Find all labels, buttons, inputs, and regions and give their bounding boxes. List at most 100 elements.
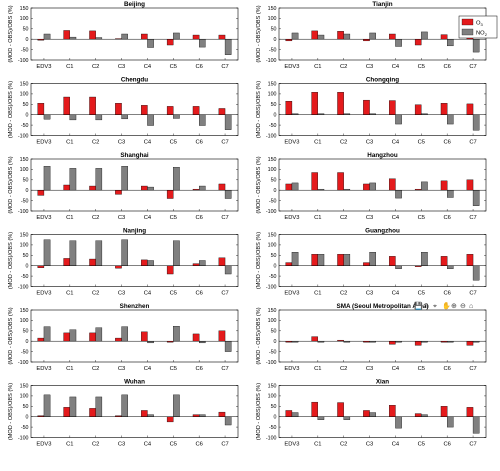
bar-o3-c1 <box>63 30 70 40</box>
bar-no2-c2 <box>95 327 103 342</box>
bar-o3-c6 <box>192 34 200 40</box>
x-tick-label: C2 <box>340 140 347 146</box>
bar-o3-edv3 <box>37 103 45 115</box>
x-tick-label: C1 <box>66 366 73 372</box>
figure-toolbar: 💾 ✎ ⌖ ✋ ⊕ ⊖ ⌂ <box>414 301 473 310</box>
bar-o3-c1 <box>63 332 70 342</box>
y-tick-label: 100 <box>20 394 29 400</box>
x-tick-label: C6 <box>443 140 450 146</box>
bar-o3-c6 <box>192 414 200 417</box>
bar-no2-c5 <box>421 31 428 40</box>
bar-o3-edv3 <box>285 262 293 266</box>
bar-no2-c3 <box>121 114 128 120</box>
bar-o3-c6 <box>440 406 448 417</box>
y-tick-label: -100 <box>18 360 29 366</box>
bar-o3-edv3 <box>37 190 45 196</box>
panel-nanjing: Nanjing -100 -50 0 50 100 150 EDV3 C1 C2 C3 C4 C5 C6 C… <box>8 228 239 297</box>
x-tick-label: C4 <box>144 215 152 221</box>
bar-no2-c7 <box>224 265 232 275</box>
home-icon[interactable]: ⌂ <box>469 303 473 310</box>
bar-o3-c2 <box>337 92 344 115</box>
bar-o3-c2 <box>89 332 96 342</box>
x-tick-label: C4 <box>144 64 152 70</box>
axes-frame <box>278 234 487 287</box>
y-tick-label: 50 <box>271 102 277 108</box>
pan-icon[interactable]: ✋ <box>442 301 451 310</box>
axes-frame <box>30 7 239 61</box>
zoom-in-icon[interactable]: ⊕ <box>451 303 457 310</box>
y-tick-label: 0 <box>26 113 29 119</box>
y-tick-label: -50 <box>21 349 29 355</box>
save-icon[interactable]: 💾 <box>414 301 423 310</box>
bar-no2-c5 <box>421 414 428 417</box>
bar-no2-c3 <box>121 239 128 266</box>
x-tick-label: C5 <box>170 215 177 221</box>
bar-no2-c5 <box>421 181 428 191</box>
panel-beijing: Beijing -100 -50 0 50 100 150 EDV3 C1 C2 C3 C4 C5 C6 C… <box>8 1 239 70</box>
bar-o3-c4 <box>389 178 396 191</box>
y-tick-label: 0 <box>274 113 277 119</box>
x-tick-label: C3 <box>118 215 125 221</box>
y-axis-label: (MOD - OBS)/OBS (%) <box>8 81 14 138</box>
bar-o3-c3 <box>363 262 370 266</box>
bar-no2-c7 <box>224 39 232 55</box>
bar-o3-c4 <box>141 410 148 417</box>
bar-o3-edv3 <box>37 337 45 342</box>
y-tick-label: -100 <box>18 284 29 290</box>
bar-no2-edv3 <box>43 394 51 417</box>
bar-no2-c4 <box>147 39 154 48</box>
y-tick-label: -50 <box>269 198 277 204</box>
x-tick-label: C7 <box>221 442 228 448</box>
bar-no2-c1 <box>69 168 77 191</box>
x-tick-label: C6 <box>195 64 202 70</box>
bar-o3-c1 <box>311 401 318 417</box>
bar-o3-c3 <box>363 183 370 191</box>
legend: O3 NO2 <box>458 15 498 39</box>
bar-o3-c6 <box>192 263 200 266</box>
x-tick-label: C7 <box>469 64 476 70</box>
axes-frame <box>278 158 487 212</box>
legend-swatch-o3 <box>461 18 474 26</box>
datatip-icon[interactable]: ⌖ <box>433 303 437 310</box>
panel-title: Xian <box>376 379 389 386</box>
x-tick-label: C1 <box>66 64 73 70</box>
y-axis-label: (MOD - OBS)/OBS (%) <box>256 5 262 62</box>
y-axis-label: (MOD - OBS)/OBS (%) <box>256 81 262 138</box>
y-tick-label: 150 <box>20 157 29 163</box>
bar-no2-edv3 <box>291 32 299 40</box>
y-axis-label: (MOD - OBS)/OBS (%) <box>8 156 14 213</box>
y-tick-label: 0 <box>26 188 29 194</box>
bar-o3-c1 <box>311 92 318 115</box>
x-tick-label: C4 <box>392 215 400 221</box>
x-tick-label: C1 <box>66 291 73 297</box>
x-tick-label: C5 <box>170 442 177 448</box>
y-tick-label: 100 <box>20 92 29 98</box>
brush-icon[interactable]: ✎ <box>424 303 430 310</box>
x-tick-label: C6 <box>195 140 202 146</box>
y-tick-label: -100 <box>18 435 29 441</box>
bar-o3-c2 <box>337 31 344 40</box>
y-tick-label: 150 <box>20 383 29 389</box>
x-tick-label: EDV3 <box>284 64 299 70</box>
y-tick-label: -50 <box>21 123 29 129</box>
y-tick-label: 150 <box>268 6 277 12</box>
x-tick-label: C2 <box>340 215 347 221</box>
panel-title: Guangzhou <box>365 228 400 235</box>
y-tick-label: -50 <box>21 425 29 431</box>
y-tick-label: 100 <box>20 318 29 324</box>
y-tick-label: 100 <box>268 318 277 324</box>
x-tick-label: C2 <box>92 366 99 372</box>
legend-label-o3: O3 <box>476 21 484 28</box>
zoom-out-icon[interactable]: ⊖ <box>460 303 466 310</box>
y-tick-label: 150 <box>268 308 277 314</box>
y-tick-label: 150 <box>20 81 29 87</box>
x-tick-label: C5 <box>170 64 177 70</box>
y-tick-label: 0 <box>274 188 277 194</box>
panel-title: Chongqing <box>366 77 399 84</box>
x-tick-label: C1 <box>314 442 321 448</box>
axes-frame <box>278 7 487 61</box>
x-tick-label: EDV3 <box>36 140 51 146</box>
bar-o3-c6 <box>440 256 448 266</box>
bar-no2-c3 <box>369 32 376 40</box>
